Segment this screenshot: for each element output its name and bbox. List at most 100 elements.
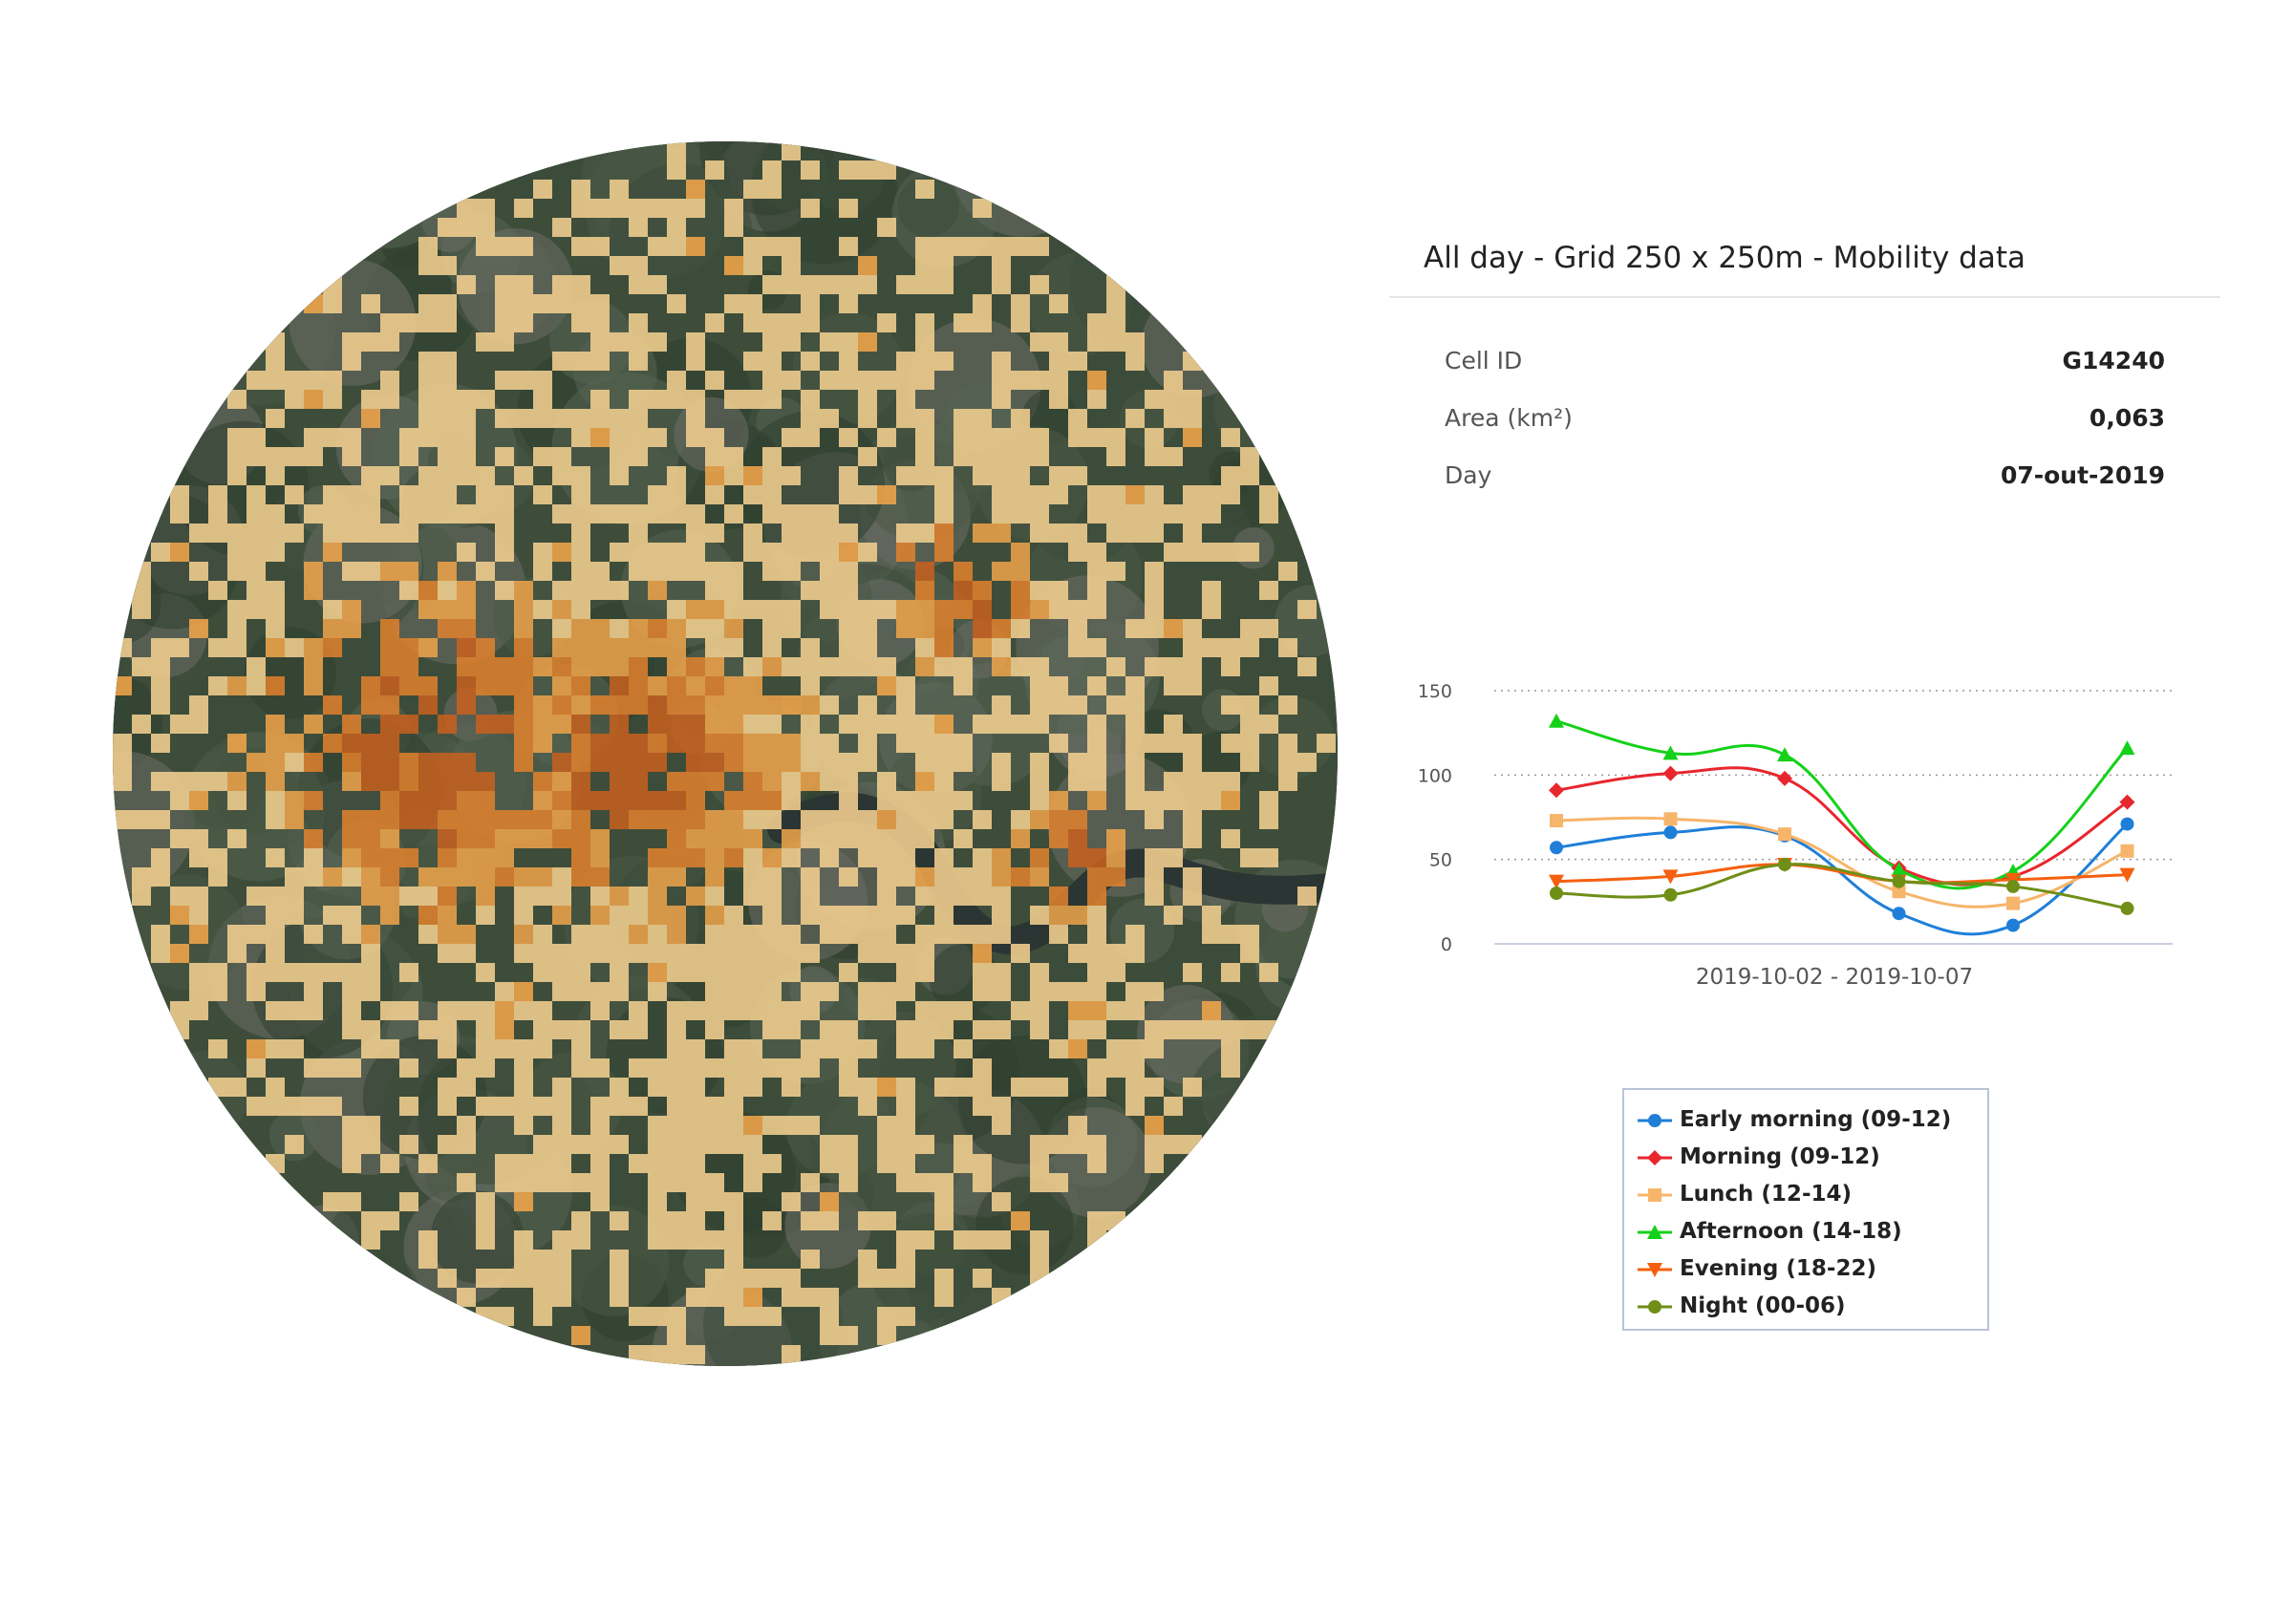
map-grid-cell <box>610 1078 629 1097</box>
map-grid-cell <box>667 141 686 160</box>
map-grid-cell <box>896 409 915 428</box>
map-grid-cell <box>1068 428 1087 447</box>
map-grid-cell <box>705 619 724 638</box>
map-grid-cell <box>476 1230 495 1250</box>
map-grid-cell <box>858 657 877 676</box>
legend-item-early-morning[interactable]: Early morning (09-12) <box>1624 1101 1987 1139</box>
map-grid-cell <box>399 753 418 772</box>
map-grid-cell <box>839 772 858 791</box>
map-grid-cell <box>590 1097 610 1116</box>
map-grid-cell <box>629 638 648 657</box>
map-grid-cell <box>418 409 438 428</box>
map-grid-cell <box>1011 810 1030 829</box>
map-grid-cell <box>514 409 533 428</box>
map-grid-cell <box>762 867 782 887</box>
map-grid-cell <box>934 600 954 619</box>
map-grid-cell <box>782 657 801 676</box>
map-grid-cells[interactable] <box>113 141 1336 1364</box>
map-grid-cell <box>915 180 934 199</box>
chart-y-tick-label: 150 <box>1418 681 1452 702</box>
legend-item-afternoon[interactable]: Afternoon (14-18) <box>1624 1213 1987 1250</box>
map-grid-cell <box>1049 332 1068 352</box>
map-grid-cell <box>1087 887 1106 906</box>
map-grid-cell <box>571 1230 590 1250</box>
map-grid-cell <box>285 887 304 906</box>
map-grid-cell <box>1183 543 1202 562</box>
map-grid-cell <box>629 256 648 275</box>
map-grid-cell <box>361 1135 380 1154</box>
map-grid-cell <box>457 1078 476 1097</box>
map-grid-cell <box>610 810 629 829</box>
map-grid-cell <box>934 638 954 657</box>
map-grid-cell <box>1125 485 1145 504</box>
map-heatmap-grid[interactable] <box>113 141 1338 1366</box>
mobility-grid-map[interactable] <box>113 141 1338 1366</box>
legend-item-night[interactable]: Night (00-06) <box>1624 1288 1987 1325</box>
legend-item-lunch[interactable]: Lunch (12-14) <box>1624 1176 1987 1213</box>
map-grid-cell <box>686 1116 705 1135</box>
map-grid-cell <box>457 676 476 695</box>
map-grid-cell <box>285 810 304 829</box>
map-grid-cell <box>610 332 629 352</box>
map-grid-cell <box>342 1154 361 1173</box>
map-grid-cell <box>896 1154 915 1173</box>
map-grid-cell <box>590 313 610 332</box>
map-grid-cell <box>476 810 495 829</box>
map-grid-cell <box>782 848 801 867</box>
chart-legend[interactable]: Early morning (09-12) Morning (09-12) Lu… <box>1622 1088 1989 1331</box>
map-grid-cell <box>571 581 590 600</box>
map-grid-cell <box>304 657 323 676</box>
map-grid-cell <box>762 848 782 867</box>
map-grid-cell <box>762 982 782 1001</box>
map-grid-cell <box>418 581 438 600</box>
map-grid-cell <box>686 409 705 428</box>
map-grid-cell <box>877 715 896 734</box>
map-grid-cell <box>667 1230 686 1250</box>
map-grid-cell <box>801 829 820 848</box>
map-grid-cell <box>342 524 361 543</box>
map-grid-cell <box>973 313 992 332</box>
map-grid-cell <box>1164 390 1183 409</box>
map-grid-cell <box>954 1154 973 1173</box>
map-grid-cell <box>418 906 438 925</box>
map-grid-cell <box>533 963 552 982</box>
map-grid-cell <box>743 237 762 256</box>
chart-markers[interactable] <box>1549 713 2135 932</box>
map-grid-cell <box>762 275 782 294</box>
map-grid-cell <box>820 982 839 1001</box>
panel-title: All day - Grid 250 x 250m - Mobility dat… <box>1389 220 2220 298</box>
map-grid-cell <box>724 1230 743 1250</box>
map-grid-cell <box>514 1039 533 1058</box>
map-grid-cell <box>361 332 380 352</box>
legend-item-morning[interactable]: Morning (09-12) <box>1624 1139 1987 1176</box>
map-grid-cell <box>954 657 973 676</box>
legend-marker-icon <box>1638 1225 1672 1239</box>
map-grid-cell <box>877 848 896 867</box>
map-grid-cell <box>418 791 438 810</box>
map-grid-cell <box>915 524 934 543</box>
map-grid-cell <box>1202 638 1221 657</box>
map-grid-cell <box>858 695 877 715</box>
map-grid-cell <box>686 237 705 256</box>
map-grid-cell <box>1049 1039 1068 1058</box>
map-grid-cell <box>839 753 858 772</box>
map-grid-cell <box>132 562 151 581</box>
map-grid-cell <box>992 504 1011 524</box>
map-grid-cell <box>438 1269 457 1288</box>
map-grid-cell <box>151 543 170 562</box>
map-grid-cell <box>801 313 820 332</box>
map-grid-cell <box>266 715 285 734</box>
map-grid-cell <box>495 1154 514 1173</box>
map-grid-cell <box>610 1135 629 1154</box>
map-grid-cell <box>1202 600 1221 619</box>
map-grid-cell <box>380 791 399 810</box>
map-grid-cell <box>1068 638 1087 657</box>
map-grid-cell <box>457 867 476 887</box>
map-grid-cell <box>686 1230 705 1250</box>
map-grid-cell <box>705 1269 724 1288</box>
legend-item-evening[interactable]: Evening (18-22) <box>1624 1250 1987 1288</box>
map-grid-cell <box>438 619 457 638</box>
map-grid-cell <box>476 1001 495 1020</box>
map-grid-cell <box>915 963 934 982</box>
